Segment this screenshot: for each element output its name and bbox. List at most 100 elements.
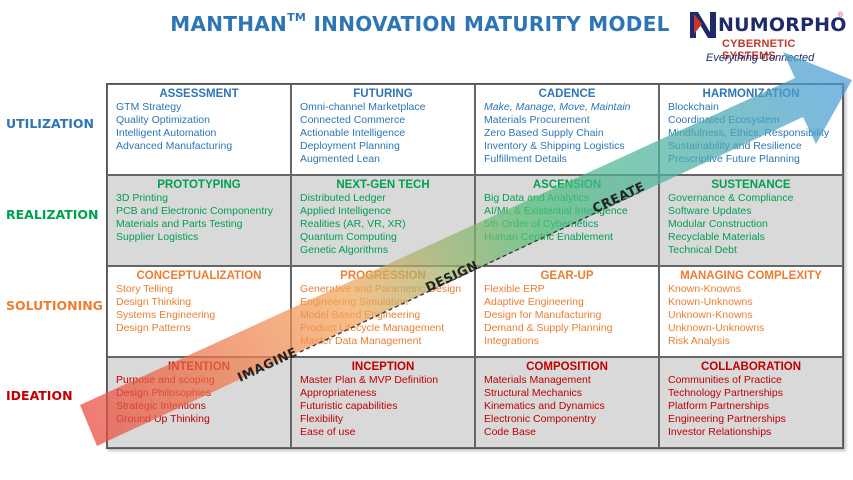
cell-title: MANAGING COMPLEXITY [680, 270, 822, 282]
cell-item: Design Philosophies [116, 387, 212, 399]
row-label-ideation: IDEATION [6, 388, 73, 403]
cell-item: Investor Relationships [668, 426, 772, 438]
logo-tagline: Everything Connected [706, 52, 815, 64]
cell-futuring: FUTURING Omni-channel Marketplace Connecte… [291, 84, 475, 175]
cell-intention: INTENTION Purpose and scoping Design Philo… [107, 357, 291, 448]
cell-item: Risk Analysis [668, 335, 730, 347]
cell-title: HARMONIZATION [702, 88, 800, 100]
cell-item: Supplier Logistics [116, 231, 199, 243]
cell-item: Distributed Ledger [300, 192, 386, 204]
cell-title: PROTOTYPING [157, 179, 241, 191]
cell-item: Demand & Supply Planning [484, 322, 613, 334]
cell-item: PCB and Electronic Componentry [116, 205, 273, 217]
cell-item: Purpose and scoping [116, 374, 215, 386]
cell-item: Zero Based Supply Chain [484, 127, 604, 139]
cell-item: Known-Unknowns [668, 296, 753, 308]
cell-item: Technology Partnerships [668, 387, 783, 399]
cell-title: COLLABORATION [700, 361, 802, 373]
cell-item: Electronic Componentry [484, 413, 597, 425]
cell-item: Integrations [484, 335, 539, 347]
cell-item: Known-Knowns [668, 283, 741, 295]
cell-title: COMPOSITION [526, 361, 608, 373]
cell-title: GEAR-UP [540, 270, 594, 282]
cell-item: Flexibility [300, 413, 344, 425]
cell-item: Engineering Simulation [300, 296, 408, 308]
cell-item: Master Data Management [300, 335, 422, 347]
cell-title: ASSESSMENT [159, 88, 239, 100]
cell-item: Prescriptive Future Planning [668, 153, 800, 165]
cell-item: Kinematics and Dynamics [484, 400, 605, 412]
cell-item: Flexible ERP [484, 283, 545, 295]
cell-title: INCEPTION [351, 361, 415, 373]
cell-sustenance: SUSTENANCE Governance & Compliance Softwar… [659, 175, 843, 266]
cell-item: Master Plan & MVP Definition [300, 374, 439, 386]
logo-registered-mark: ® [838, 12, 844, 19]
cell-item: Unknown-Unknowns [668, 322, 765, 334]
cell-item: Deployment Planning [300, 140, 400, 152]
cell-item: Applied Intelligence [300, 205, 392, 217]
cell-item: Materials Management [484, 374, 591, 386]
cell-cadence: CADENCE Make, Manage, Move, Maintain Mater… [475, 84, 659, 175]
cell-collaboration: COLLABORATION Communities of Practice Tech… [659, 357, 843, 448]
cell-item: Advanced Manufacturing [116, 140, 233, 152]
maturity-grid: ASSESSMENT GTM Strategy Quality Optimizati… [106, 83, 844, 449]
cell-item: Fulfillment Details [484, 153, 567, 165]
cell-item: Systems Engineering [116, 309, 216, 321]
cell-title: INTENTION [168, 361, 230, 373]
cell-item: Connected Commerce [300, 114, 406, 126]
cell-item: GTM Strategy [116, 101, 182, 113]
cell-managing-complexity: MANAGING COMPLEXITY Known-Knowns Known-Unk… [659, 266, 843, 357]
cell-item: Ease of use [300, 426, 356, 438]
cell-item: Story Telling [116, 283, 174, 295]
cell-item: Model Based Engineering [300, 309, 421, 321]
row-label-realization: REALIZATION [6, 207, 99, 222]
cell-item: Unknown-Knowns [668, 309, 753, 321]
cell-item: Materials Procurement [484, 114, 590, 126]
cell-item: Generative and Parametric Design [300, 283, 462, 295]
cell-item: Strategic Intentions [116, 400, 206, 412]
cell-item: Realities (AR, VR, XR) [300, 218, 406, 230]
cell-item: Code Base [484, 426, 536, 438]
cell-title: NEXT-GEN TECH [336, 179, 430, 191]
cell-item: Recyclable Materials [668, 231, 765, 243]
cell-item: Materials and Parts Testing [116, 218, 243, 230]
cell-item: Platform Partnerships [668, 400, 769, 412]
cell-item: Coordinated Ecosystem [668, 114, 780, 126]
cell-item: Design Patterns [116, 322, 191, 334]
logo-mark-icon [690, 12, 716, 38]
cell-title: SUSTENANCE [711, 179, 791, 191]
cell-item: Quantum Computing [300, 231, 397, 243]
page-title: MANTHANTM INNOVATION MATURITY MODEL [170, 11, 670, 36]
cell-item: Blockchain [668, 101, 719, 113]
cell-item: Product Lifecycle Management [300, 322, 445, 334]
cell-gear-up: GEAR-UP Flexible ERP Adaptive Engineering D… [475, 266, 659, 357]
cell-item: Augmented Lean [300, 153, 380, 165]
cell-item: Omni-channel Marketplace [300, 101, 426, 113]
cell-item: AI/ML & Existential Intelligence [484, 205, 628, 217]
cell-item: Adaptive Engineering [484, 296, 584, 308]
cell-next-gen-tech: NEXT-GEN TECH Distributed Ledger Applied I… [291, 175, 475, 266]
cell-item: Actionable Intelligence [300, 127, 406, 139]
cell-prototyping: PROTOTYPING 3D Printing PCB and Electronic… [107, 175, 291, 266]
cell-item: Ground Up Thinking [116, 413, 210, 425]
cell-item: Human Centric Enablement [484, 231, 613, 243]
cell-title: FUTURING [353, 88, 413, 100]
cell-inception: INCEPTION Master Plan & MVP Definition App… [291, 357, 475, 448]
cell-harmonization: HARMONIZATION Blockchain Coordinated Ecosy… [659, 84, 843, 175]
cell-item: Futuristic capabilities [300, 400, 398, 412]
cell-item: Design for Manufacturing [484, 309, 602, 321]
cell-conceptualization: CONCEPTUALIZATION Story Telling Design Thi… [107, 266, 291, 357]
cell-item: 5th Order of Cybernetics [484, 218, 599, 230]
cell-title: ASCENSION [532, 179, 602, 191]
cell-title: CADENCE [538, 88, 596, 100]
cell-item: Make, Manage, Move, Maintain [484, 101, 631, 113]
cell-item: Big Data and Analytics [484, 192, 590, 204]
cell-ascension: ASCENSION Big Data and Analytics AI/ML & E… [475, 175, 659, 266]
cell-item: Intelligent Automation [116, 127, 217, 139]
cell-assessment: ASSESSMENT GTM Strategy Quality Optimizati… [107, 84, 291, 175]
cell-progression: PROGRESSION Generative and Parametric Des… [291, 266, 475, 357]
cell-item: Quality Optimization [116, 114, 210, 126]
cell-item: Mindfulness, Ethics, Responsibility [668, 127, 830, 139]
cell-item: Technical Debt [668, 244, 737, 256]
cell-item: Software Updates [668, 205, 752, 217]
